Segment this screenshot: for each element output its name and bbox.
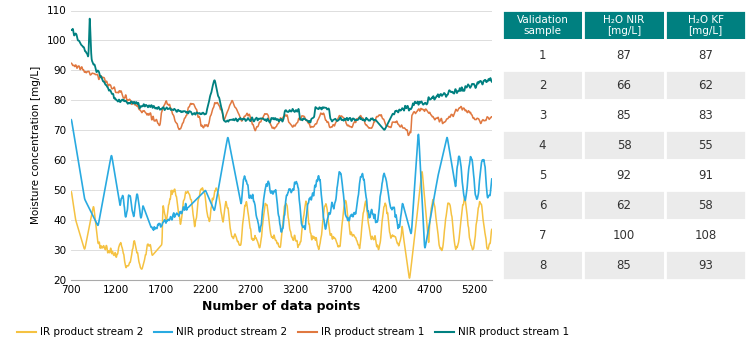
Legend: IR product stream 2, NIR product stream 2, IR product stream 1, NIR product stre: IR product stream 2, NIR product stream … <box>13 323 573 341</box>
Y-axis label: Moisture concentration [mg/L]: Moisture concentration [mg/L] <box>31 66 41 224</box>
X-axis label: Number of data points: Number of data points <box>202 300 361 313</box>
